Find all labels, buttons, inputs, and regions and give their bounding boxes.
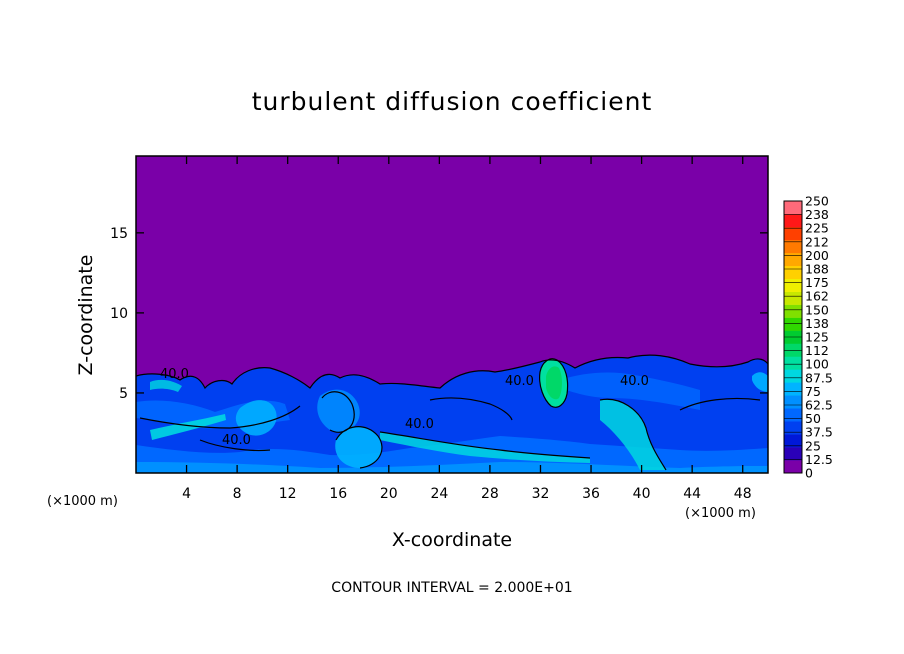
colorbar-label: 138 [805,316,829,331]
y-axis-ticks: 5 10 15 [110,226,768,402]
colorbar-swatch [784,201,802,215]
colorbar-label: 25 [805,438,821,453]
x-tick-label: 40 [633,486,651,502]
x-tick-label: 44 [683,486,701,502]
field-region [335,426,382,468]
x-axis-unit: (×1000 m) [47,494,118,509]
field-region [136,462,768,473]
y-tick-label: 15 [110,226,128,242]
colorbar-swatch [784,239,802,254]
x-tick-label: 16 [329,486,347,502]
colorbar-swatch [784,278,802,292]
colorbar-label: 100 [805,357,829,372]
contour-line [429,397,513,421]
contour-line [379,431,591,459]
colorbar-label: 37.5 [805,425,833,440]
x-axis-label: X-coordinate [392,529,512,551]
x-tick-label: 24 [430,486,448,502]
contour-line [539,358,569,408]
colorbar-label: 212 [805,234,829,249]
x-axis-ticks: 4 8 12 16 20 24 28 32 36 40 44 48 [182,156,752,502]
field-region [380,432,590,463]
contour-line [199,439,271,452]
contour-label: 40.0 [222,433,251,448]
colorbar: 012.52537.55062.57587.510011212513815016… [783,194,833,481]
colorbar-swatch [784,252,802,267]
contour-line [136,354,768,390]
colorbar-swatch [784,343,802,357]
colorbar-label: 50 [805,411,821,426]
y-tick-label: 10 [110,306,128,322]
contour-label: 40.0 [405,417,434,432]
colorbar-label: 188 [805,262,829,277]
colorbar-label: 238 [805,207,829,222]
colorbar-label: 125 [805,330,829,345]
contour-labels: 40.0 40.0 40.0 40.0 40.0 [160,367,649,448]
plot-frame [135,155,769,474]
contour-label: 40.0 [160,367,189,382]
x-tick-label: 36 [582,486,600,502]
x-tick-label: 20 [380,486,398,502]
contour-label: 40.0 [505,374,534,389]
x-tick-label: 12 [279,486,297,502]
colorbar-label: 0 [805,466,813,481]
colorbar-swatch [784,369,802,383]
colorbar-label: 150 [805,302,829,317]
colorbar-label: 250 [805,194,829,209]
colorbar-swatch [784,447,802,461]
colorbar-swatch [784,317,802,331]
field-region [560,372,700,410]
colorbar-label: 162 [805,289,829,304]
y-axis-unit: (×1000 m) [685,506,756,521]
colorbar-label: 175 [805,275,829,290]
colorbar-label: 112 [805,343,829,358]
x-tick-label: 48 [734,486,752,502]
contour-line [335,426,383,469]
contour-label: 40.0 [620,374,649,389]
field-region [136,436,768,473]
colorbar-swatch [784,265,802,280]
colorbar-swatch [784,408,802,422]
y-axis-label: Z-coordinate [75,255,97,376]
colorbar-swatch [784,356,802,370]
contour-interval-note: CONTOUR INTERVAL = 2.000E+01 [331,580,572,596]
contour-line [679,397,761,411]
colorbar-swatch [784,434,802,448]
field-region [546,366,562,400]
x-tick-label: 32 [532,486,550,502]
x-tick-label: 28 [481,486,499,502]
field-region [600,399,666,470]
chart-title: turbulent diffusion coefficient [252,87,653,116]
y-tick-label: 5 [119,386,128,402]
turbulence-field [136,355,768,473]
field-region [752,372,768,392]
x-tick-label: 4 [182,486,191,502]
colorbar-label: 12.5 [805,452,833,467]
colorbar-label: 87.5 [805,370,833,385]
colorbar-label: 225 [805,221,829,236]
colorbar-swatch [784,395,802,409]
colorbar-swatch [784,460,802,474]
colorbar-swatch [784,304,802,318]
colorbar-swatch [784,291,802,305]
plot-area: 40.0 40.0 40.0 40.0 40.0 [135,155,769,474]
contour-line [139,405,301,429]
colorbar-label: 75 [805,384,821,399]
colorbar-swatch [784,382,802,396]
colorbar-swatch [784,213,802,228]
colorbar-swatch [784,226,802,241]
colorbar-label: 62.5 [805,398,833,413]
contour-line [599,398,667,471]
field-region [150,379,182,392]
colorbar-label: 200 [805,248,829,263]
contour-lines [136,354,768,471]
colorbar-swatch [784,421,802,435]
field-region [150,414,226,440]
x-tick-label: 8 [233,486,242,502]
